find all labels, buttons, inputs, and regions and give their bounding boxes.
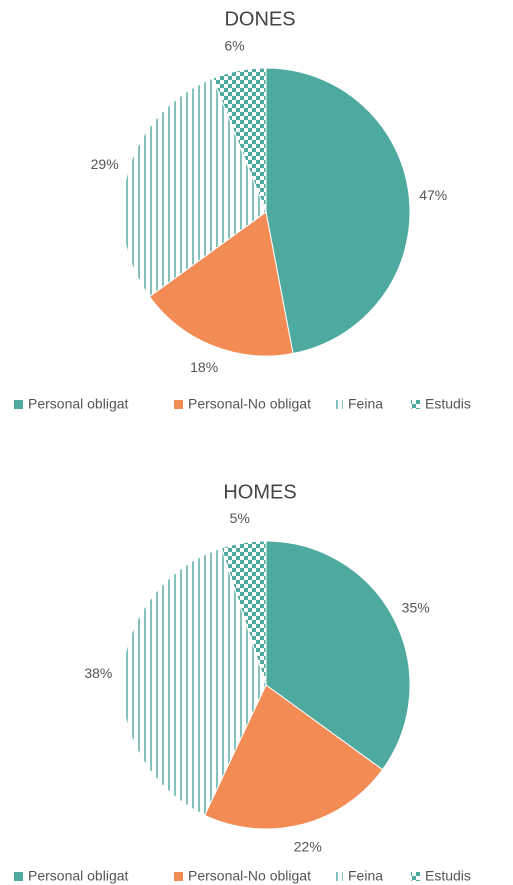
- pie-chart: HOMES 35% 22% 38% 5% Personal obligat Personal…: [14, 481, 471, 884]
- legend-label: Personal-No obligat: [188, 868, 311, 884]
- legend-marker: [334, 400, 343, 409]
- pie-slice: [220, 540, 267, 686]
- pie-slice: [121, 77, 267, 298]
- pie-slice: [148, 211, 294, 357]
- data-label: 22%: [294, 838, 322, 854]
- legend-label: Feina: [348, 396, 383, 412]
- legend-marker: [411, 872, 420, 881]
- chart-title: DONES: [224, 8, 295, 30]
- legend-marker: [334, 872, 343, 881]
- legend-label: Personal obligat: [28, 868, 129, 884]
- pie-slice: [265, 540, 411, 771]
- legend-marker: [174, 400, 183, 409]
- data-label: 47%: [419, 187, 447, 203]
- legend-label: Personal obligat: [28, 396, 129, 412]
- pie-slice: [121, 547, 267, 816]
- legend-marker: [174, 872, 183, 881]
- chart-title: HOMES: [223, 481, 296, 503]
- data-label: 29%: [91, 156, 119, 172]
- legend-marker: [14, 400, 23, 409]
- legend-label: Feina: [348, 868, 383, 884]
- data-label: 18%: [190, 359, 218, 375]
- data-label: 35%: [402, 599, 430, 615]
- legend-label: Personal-No obligat: [188, 396, 311, 412]
- legend-label: Estudis: [425, 396, 471, 412]
- data-label: 6%: [224, 38, 244, 54]
- legend-marker: [14, 872, 23, 881]
- pie-chart: DONES 47% 18% 29% 6% Personal obligat Personal…: [14, 8, 471, 412]
- pie-slice: [265, 67, 411, 355]
- legend-label: Estudis: [425, 868, 471, 884]
- data-label: 38%: [84, 665, 112, 681]
- data-label: 5%: [230, 510, 250, 526]
- pie-slice: [212, 67, 267, 213]
- legend-marker: [411, 400, 420, 409]
